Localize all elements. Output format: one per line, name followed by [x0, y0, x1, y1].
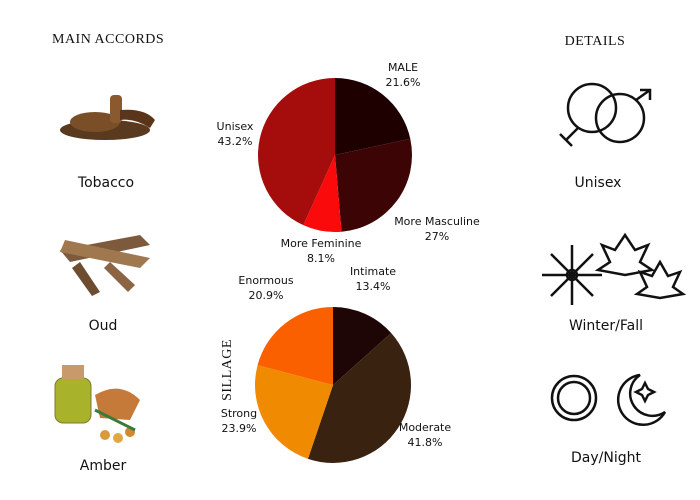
slice-value: 43.2%: [218, 135, 253, 148]
pie-slice: [257, 78, 335, 226]
pie-slice: [335, 138, 413, 232]
details-title: DETAILS: [565, 34, 626, 49]
slice-label: Moderate: [399, 421, 452, 434]
slice-label: MALE: [388, 61, 418, 74]
pie-slice: [257, 307, 333, 385]
pie-slice: [307, 333, 411, 463]
tobacco-image: [60, 95, 155, 140]
slice-value: 13.4%: [356, 280, 391, 293]
detail-label: Day/Night: [571, 450, 641, 466]
detail-label: Winter/Fall: [569, 318, 643, 334]
pie-slice: [303, 155, 342, 232]
detail-label: Unisex: [575, 175, 622, 191]
slice-label: Enormous: [238, 274, 293, 287]
slice-value: 21.6%: [386, 76, 421, 89]
slice-value: 8.1%: [307, 252, 335, 265]
pie-slice: [333, 307, 392, 385]
pie-slice: [254, 365, 333, 459]
gender-icon: [559, 82, 652, 147]
accord-label: Oud: [89, 318, 118, 334]
slice-value: 27%: [425, 230, 449, 243]
slice-value: 41.8%: [408, 436, 443, 449]
slice-label: Unisex: [217, 120, 254, 133]
pie-slice: [335, 78, 411, 155]
slice-value: 20.9%: [249, 289, 284, 302]
slice-label: Strong: [221, 407, 257, 420]
slice-label: Intimate: [350, 265, 396, 278]
chart-title: SILLAGE: [220, 339, 235, 401]
daynight-icon: [550, 373, 667, 426]
amber-image: [54, 365, 140, 443]
slice-label: More Masculine: [394, 215, 480, 228]
accords-title: MAIN ACCORDS: [52, 32, 164, 47]
accord-label: Tobacco: [77, 175, 134, 191]
season-icon: [542, 232, 687, 305]
accord-label: Amber: [80, 458, 127, 474]
slice-label: More Feminine: [281, 237, 362, 250]
oud-image: [60, 235, 150, 296]
slice-value: 23.9%: [222, 422, 257, 435]
